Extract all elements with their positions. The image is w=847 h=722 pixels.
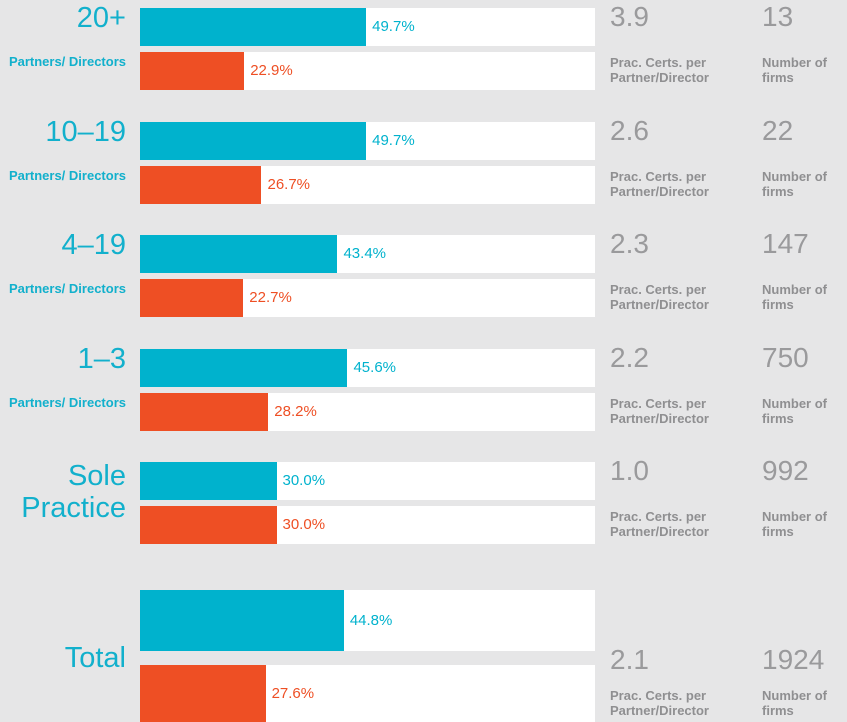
value-label: 22.9% xyxy=(250,62,293,79)
bar xyxy=(140,665,266,722)
category-label: Total xyxy=(64,642,126,674)
category-label: 4–19 xyxy=(61,229,126,261)
category-sublabel: Partners/ Directors xyxy=(8,281,126,296)
value-label: 27.6% xyxy=(271,684,315,702)
category-label: 1–3 xyxy=(77,342,126,375)
firms-value: 992 xyxy=(762,455,809,486)
certs-value: 2.1 xyxy=(610,644,649,675)
category-sublabel: Partners/ Directors xyxy=(8,394,126,410)
bar xyxy=(140,392,269,431)
certs-value: 2.2 xyxy=(610,341,649,373)
certs-label: Prac. Certs. per Partner/Director xyxy=(610,168,709,199)
firms-value: 13 xyxy=(762,1,794,32)
bar xyxy=(140,590,344,651)
firms-label: Number of firms xyxy=(762,168,827,199)
certs-label: Prac. Certs. per Partner/Director xyxy=(610,55,709,85)
category-sublabel: Partners/ Directors xyxy=(8,167,126,183)
value-label: 26.7% xyxy=(267,175,311,193)
certs-label: Prac. Certs. per Partner/Director xyxy=(610,395,709,426)
bar xyxy=(140,8,367,46)
certs-value: 1.0 xyxy=(610,455,649,486)
certs-label: Prac. Certs. per Partner/Director xyxy=(610,688,709,718)
firms-value: 147 xyxy=(762,228,809,259)
firms-label: Number of firms xyxy=(762,688,827,718)
firms-label: Number of firms xyxy=(762,282,827,312)
bar xyxy=(140,121,367,160)
value-label: 49.7% xyxy=(372,18,415,35)
firms-value: 22 xyxy=(762,114,794,146)
value-label: 28.2% xyxy=(274,402,317,420)
category-label: 20+ xyxy=(76,2,126,34)
bar xyxy=(140,235,338,273)
certs-value: 3.9 xyxy=(610,1,649,32)
certs-label: Prac. Certs. per Partner/Director xyxy=(610,509,709,539)
certs-value: 2.3 xyxy=(610,228,649,259)
firms-label: Number of firms xyxy=(762,55,827,85)
bar xyxy=(140,506,277,544)
firms-label: Number of firms xyxy=(762,509,827,539)
firms-value: 1924 xyxy=(762,644,825,675)
bar xyxy=(140,462,277,500)
value-label: 30.0% xyxy=(282,472,326,489)
category-sublabel: Partners/ Directors xyxy=(8,54,126,69)
firms-label: Number of firms xyxy=(762,395,827,426)
bar xyxy=(140,165,262,204)
firms-value: 750 xyxy=(762,341,809,373)
value-label: 49.7% xyxy=(372,131,415,149)
value-label: 44.8% xyxy=(349,611,393,629)
certs-label: Prac. Certs. per Partner/Director xyxy=(610,282,709,312)
bar xyxy=(140,279,244,317)
category-label: Sole Practice xyxy=(21,460,126,524)
value-label: 22.7% xyxy=(249,289,292,306)
value-label: 45.6% xyxy=(353,358,397,376)
bar xyxy=(140,348,348,387)
value-label: 30.0% xyxy=(282,516,326,533)
certs-value: 2.6 xyxy=(610,114,649,146)
value-label: 43.4% xyxy=(343,245,387,262)
category-label: 10–19 xyxy=(45,115,126,148)
bar xyxy=(140,52,245,90)
